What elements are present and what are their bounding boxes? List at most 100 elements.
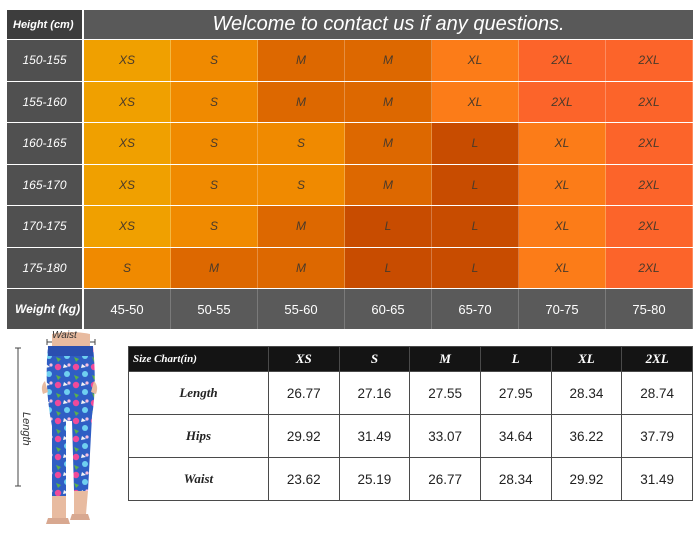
measurement-value: 23.62	[267, 457, 340, 501]
measurement-value: 31.49	[338, 414, 411, 458]
size-cell: XL	[519, 164, 606, 205]
size-cell: M	[258, 206, 345, 247]
height-column-label: Height (cm)	[7, 10, 84, 39]
length-label: Length	[20, 412, 32, 446]
size-cell: S	[258, 164, 345, 205]
size-cell: 2XL	[606, 164, 693, 205]
weight-range-cell: 60-65	[345, 289, 432, 329]
size-cell: S	[258, 123, 345, 164]
size-cell: XL	[432, 40, 519, 81]
measurement-value: 26.77	[409, 457, 481, 501]
grid-row: 170-175 XS S M L L XL 2XL	[7, 205, 693, 247]
measurement-value: 25.19	[338, 457, 411, 501]
size-cell: XS	[84, 40, 171, 81]
measurement-row: Length 26.77 27.16 27.55 27.95 28.34 28.74	[128, 371, 693, 415]
measurement-value: 27.55	[409, 371, 481, 415]
measurement-label: Hips	[128, 414, 269, 458]
leggings-body	[46, 346, 95, 496]
measurement-value: 26.77	[267, 371, 340, 415]
measurement-value: 28.34	[479, 457, 552, 501]
grid-row: 155-160 XS S M M XL 2XL 2XL	[7, 80, 693, 122]
size-cell: 2XL	[606, 247, 693, 288]
height-range-label: 155-160	[7, 81, 84, 122]
measurement-label: Waist	[128, 457, 269, 501]
size-cell: L	[345, 206, 432, 247]
size-cell: S	[171, 40, 258, 81]
measurement-value: 29.92	[267, 414, 340, 458]
size-header-cell: 2XL	[621, 346, 693, 372]
grid-row: 160-165 XS S S M L XL 2XL	[7, 122, 693, 164]
size-cell: XL	[519, 206, 606, 247]
size-cell: S	[171, 206, 258, 247]
measurement-value: 37.79	[621, 414, 693, 458]
size-cell: 2XL	[606, 40, 693, 81]
weight-range-cell: 65-70	[432, 289, 519, 329]
size-cell: XS	[84, 164, 171, 205]
waist-label: Waist	[52, 330, 78, 341]
measurement-value: 29.92	[550, 457, 623, 501]
size-cell: M	[258, 247, 345, 288]
size-cell: M	[345, 40, 432, 81]
measurement-table: Size Chart(in) XS S M L XL 2XL Length 26.77 27.1…	[128, 346, 693, 501]
leggings-figure: Waist Length	[0, 326, 120, 531]
size-header-cell: L	[479, 346, 552, 372]
weight-row: Weight (kg) 45-50 50-55 55-60 60-65 65-70 70-…	[7, 288, 693, 329]
size-cell: S	[171, 123, 258, 164]
size-cell: 2XL	[519, 40, 606, 81]
size-cell: XS	[84, 81, 171, 122]
size-cell: M	[345, 81, 432, 122]
size-header-cell: M	[409, 346, 481, 372]
size-header-cell: XS	[267, 346, 340, 372]
grid-row: 165-170 XS S S M L XL 2XL	[7, 163, 693, 205]
grid-title: Welcome to contact us if any questions.	[84, 10, 693, 39]
size-cell: 2XL	[606, 123, 693, 164]
measurement-value: 33.07	[409, 414, 481, 458]
height-range-label: 175-180	[7, 247, 84, 288]
measurement-value: 28.34	[550, 371, 623, 415]
size-cell: M	[171, 247, 258, 288]
grid-body: 150-155 XS S M M XL 2XL 2XL 155-160 XS S M M XL 2XL 2XL…	[7, 39, 693, 288]
measurement-value: 27.95	[479, 371, 552, 415]
weight-range-cell: 75-80	[606, 289, 693, 329]
weight-range-cell: 70-75	[519, 289, 606, 329]
size-cell: L	[432, 206, 519, 247]
size-cell: 2XL	[606, 81, 693, 122]
measurement-row: Hips 29.92 31.49 33.07 34.64 36.22 37.79	[128, 414, 693, 458]
size-cell: 2XL	[606, 206, 693, 247]
size-cell: XS	[84, 123, 171, 164]
size-cell: XL	[519, 247, 606, 288]
measurement-value: 27.16	[338, 371, 411, 415]
size-cell: 2XL	[519, 81, 606, 122]
size-cell: S	[171, 81, 258, 122]
grid-header-row: Height (cm) Welcome to contact us if any…	[7, 10, 693, 39]
size-header-cell: S	[338, 346, 411, 372]
size-cell: M	[345, 123, 432, 164]
measurement-value: 36.22	[550, 414, 623, 458]
size-cell: L	[432, 164, 519, 205]
size-header-cell: XL	[550, 346, 623, 372]
measurement-row: Waist 23.62 25.19 26.77 28.34 29.92 31.49	[128, 457, 693, 501]
grid-row: 175-180 S M M L L XL 2XL	[7, 246, 693, 288]
height-range-label: 160-165	[7, 123, 84, 164]
size-cell: S	[84, 247, 171, 288]
size-cell: M	[258, 40, 345, 81]
measurement-value: 28.74	[621, 371, 693, 415]
size-grid: Height (cm) Welcome to contact us if any…	[7, 10, 693, 329]
height-range-label: 150-155	[7, 40, 84, 81]
height-range-label: 165-170	[7, 164, 84, 205]
size-cell: M	[258, 81, 345, 122]
size-cell: M	[345, 164, 432, 205]
weight-range-cell: 45-50	[84, 289, 171, 329]
measurement-value: 31.49	[621, 457, 693, 501]
measurement-header-row: Size Chart(in) XS S M L XL 2XL	[128, 346, 693, 372]
size-cell: L	[345, 247, 432, 288]
size-cell: L	[432, 123, 519, 164]
weight-range-cell: 50-55	[171, 289, 258, 329]
size-cell: XL	[519, 123, 606, 164]
grid-row: 150-155 XS S M M XL 2XL 2XL	[7, 39, 693, 81]
size-cell: S	[171, 164, 258, 205]
size-cell: XS	[84, 206, 171, 247]
measurement-label: Length	[128, 371, 269, 415]
weight-row-label: Weight (kg)	[7, 289, 84, 329]
size-cell: XL	[432, 81, 519, 122]
